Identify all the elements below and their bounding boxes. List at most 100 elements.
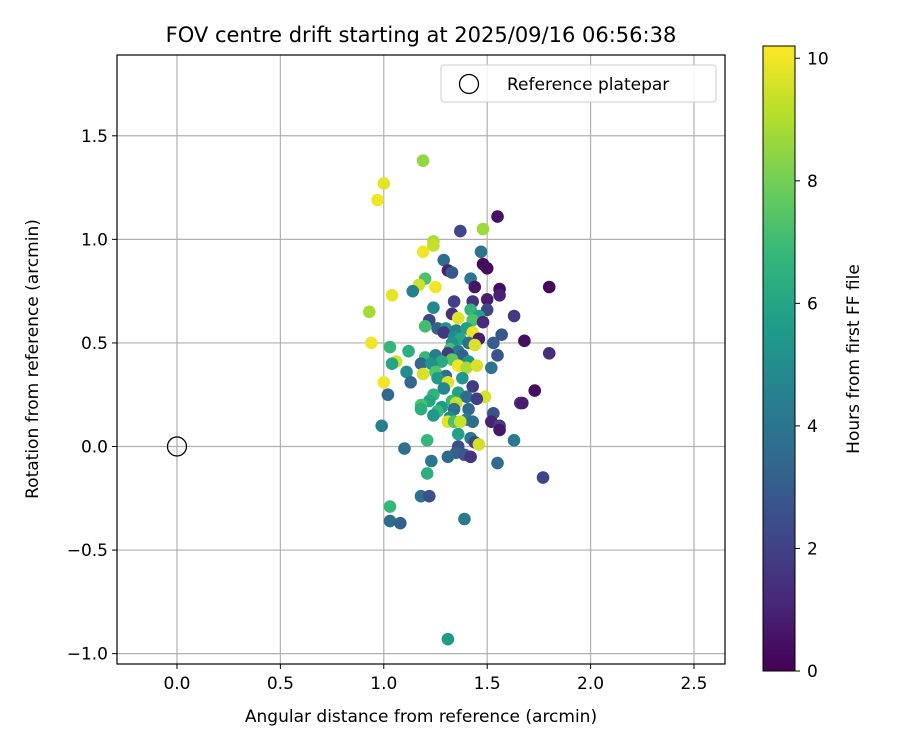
data-point [385,357,399,370]
x-tick-label: 0.0 [163,674,190,694]
data-point [398,442,411,455]
data-point [476,222,490,236]
data-point [453,415,467,428]
data-point [542,346,556,360]
data-point [383,340,397,354]
data-point [441,632,455,646]
legend-marker [458,73,480,95]
data-point [445,266,459,279]
data-point [437,326,451,339]
data-point [493,423,506,437]
y-tick-label: 1.0 [81,230,108,250]
data-point [377,177,391,190]
data-point [418,320,432,333]
data-point [491,210,504,223]
data-point [441,450,455,464]
data-point [460,361,473,375]
data-point [447,295,461,308]
x-axis-ticks: 0.0 0.5 1.0 1.5 2.0 2.5 [163,664,708,694]
data-point [377,375,391,389]
plot-frame [116,54,726,665]
x-tick-label: 2.5 [680,674,707,694]
data-point [383,500,397,513]
legend-label: Reference platepar [507,75,669,95]
data-point [480,262,494,275]
data-point [528,384,542,397]
y-tick-label: −1.0 [67,645,108,665]
data-point [385,288,399,302]
y-tick-label: 1.5 [81,127,108,147]
data-point [453,224,467,238]
legend-box [440,64,717,103]
legend: Reference platepar [440,64,717,103]
y-tick-label: 0.5 [81,334,108,354]
data-point [491,349,504,362]
data-point [480,293,494,306]
chart-title: FOV centre drift starting at 2025/09/16 … [166,23,677,47]
data-point [365,336,378,350]
data-point [507,309,521,323]
data-point [400,365,413,379]
y-axis-label: Rotation from reference (arcmin) [23,219,43,499]
data-point [427,301,440,315]
data-point [406,284,420,298]
data-point [420,467,434,480]
data-point [487,336,500,350]
data-point [437,382,451,395]
data-point [451,427,465,441]
data-point [464,450,477,464]
data-point [466,415,480,428]
data-point [431,371,444,385]
data-point [427,409,440,422]
data-point [394,516,407,530]
data-point [420,433,434,447]
data-point [383,514,397,528]
data-point [402,344,415,358]
data-point [371,193,384,207]
grid [117,55,725,664]
x-tick-label: 1.0 [370,674,397,694]
data-point [429,280,442,294]
data-point [468,338,482,352]
data-point [462,402,475,416]
colorbar-tick-label: 4 [807,417,818,437]
data-point [470,392,484,406]
data-point [414,402,428,416]
data-point [507,433,521,447]
data-point [495,328,508,341]
data-point [474,245,488,259]
colorbar-tick-label: 0 [807,662,818,682]
x-axis-label: Angular distance from reference (arcmin) [245,707,597,727]
x-tick-label: 1.5 [474,674,501,694]
y-axis-ticks: −1.0 −0.5 0.0 0.5 1.0 1.5 [67,127,117,665]
data-point [416,367,430,381]
data-point [476,315,490,329]
data-points [166,154,556,646]
colorbar-label: Hours from first FF file [844,264,864,454]
data-point [472,438,486,451]
data-point [491,456,504,470]
colorbar-tick-label: 8 [807,172,818,192]
data-point [416,245,430,259]
data-point [427,239,440,252]
data-point [470,359,484,373]
data-point [362,305,376,319]
colorbar-gradient [762,45,796,672]
colorbar-tick-label: 6 [807,294,818,314]
data-point [456,371,469,385]
data-point [422,489,436,503]
data-point [451,311,465,325]
colorbar: 0 2 4 6 8 10 Hours from first FF file [762,45,864,682]
data-point [404,375,417,389]
data-point [466,380,480,393]
data-point [458,512,471,526]
data-point [493,288,506,302]
y-tick-label: 0.0 [81,438,108,458]
data-point [435,355,448,368]
data-point [425,454,438,468]
reference-platepar-marker [166,436,188,457]
data-point [542,280,556,294]
data-point [414,357,428,370]
colorbar-ticks: 0 2 4 6 8 10 [795,49,829,682]
